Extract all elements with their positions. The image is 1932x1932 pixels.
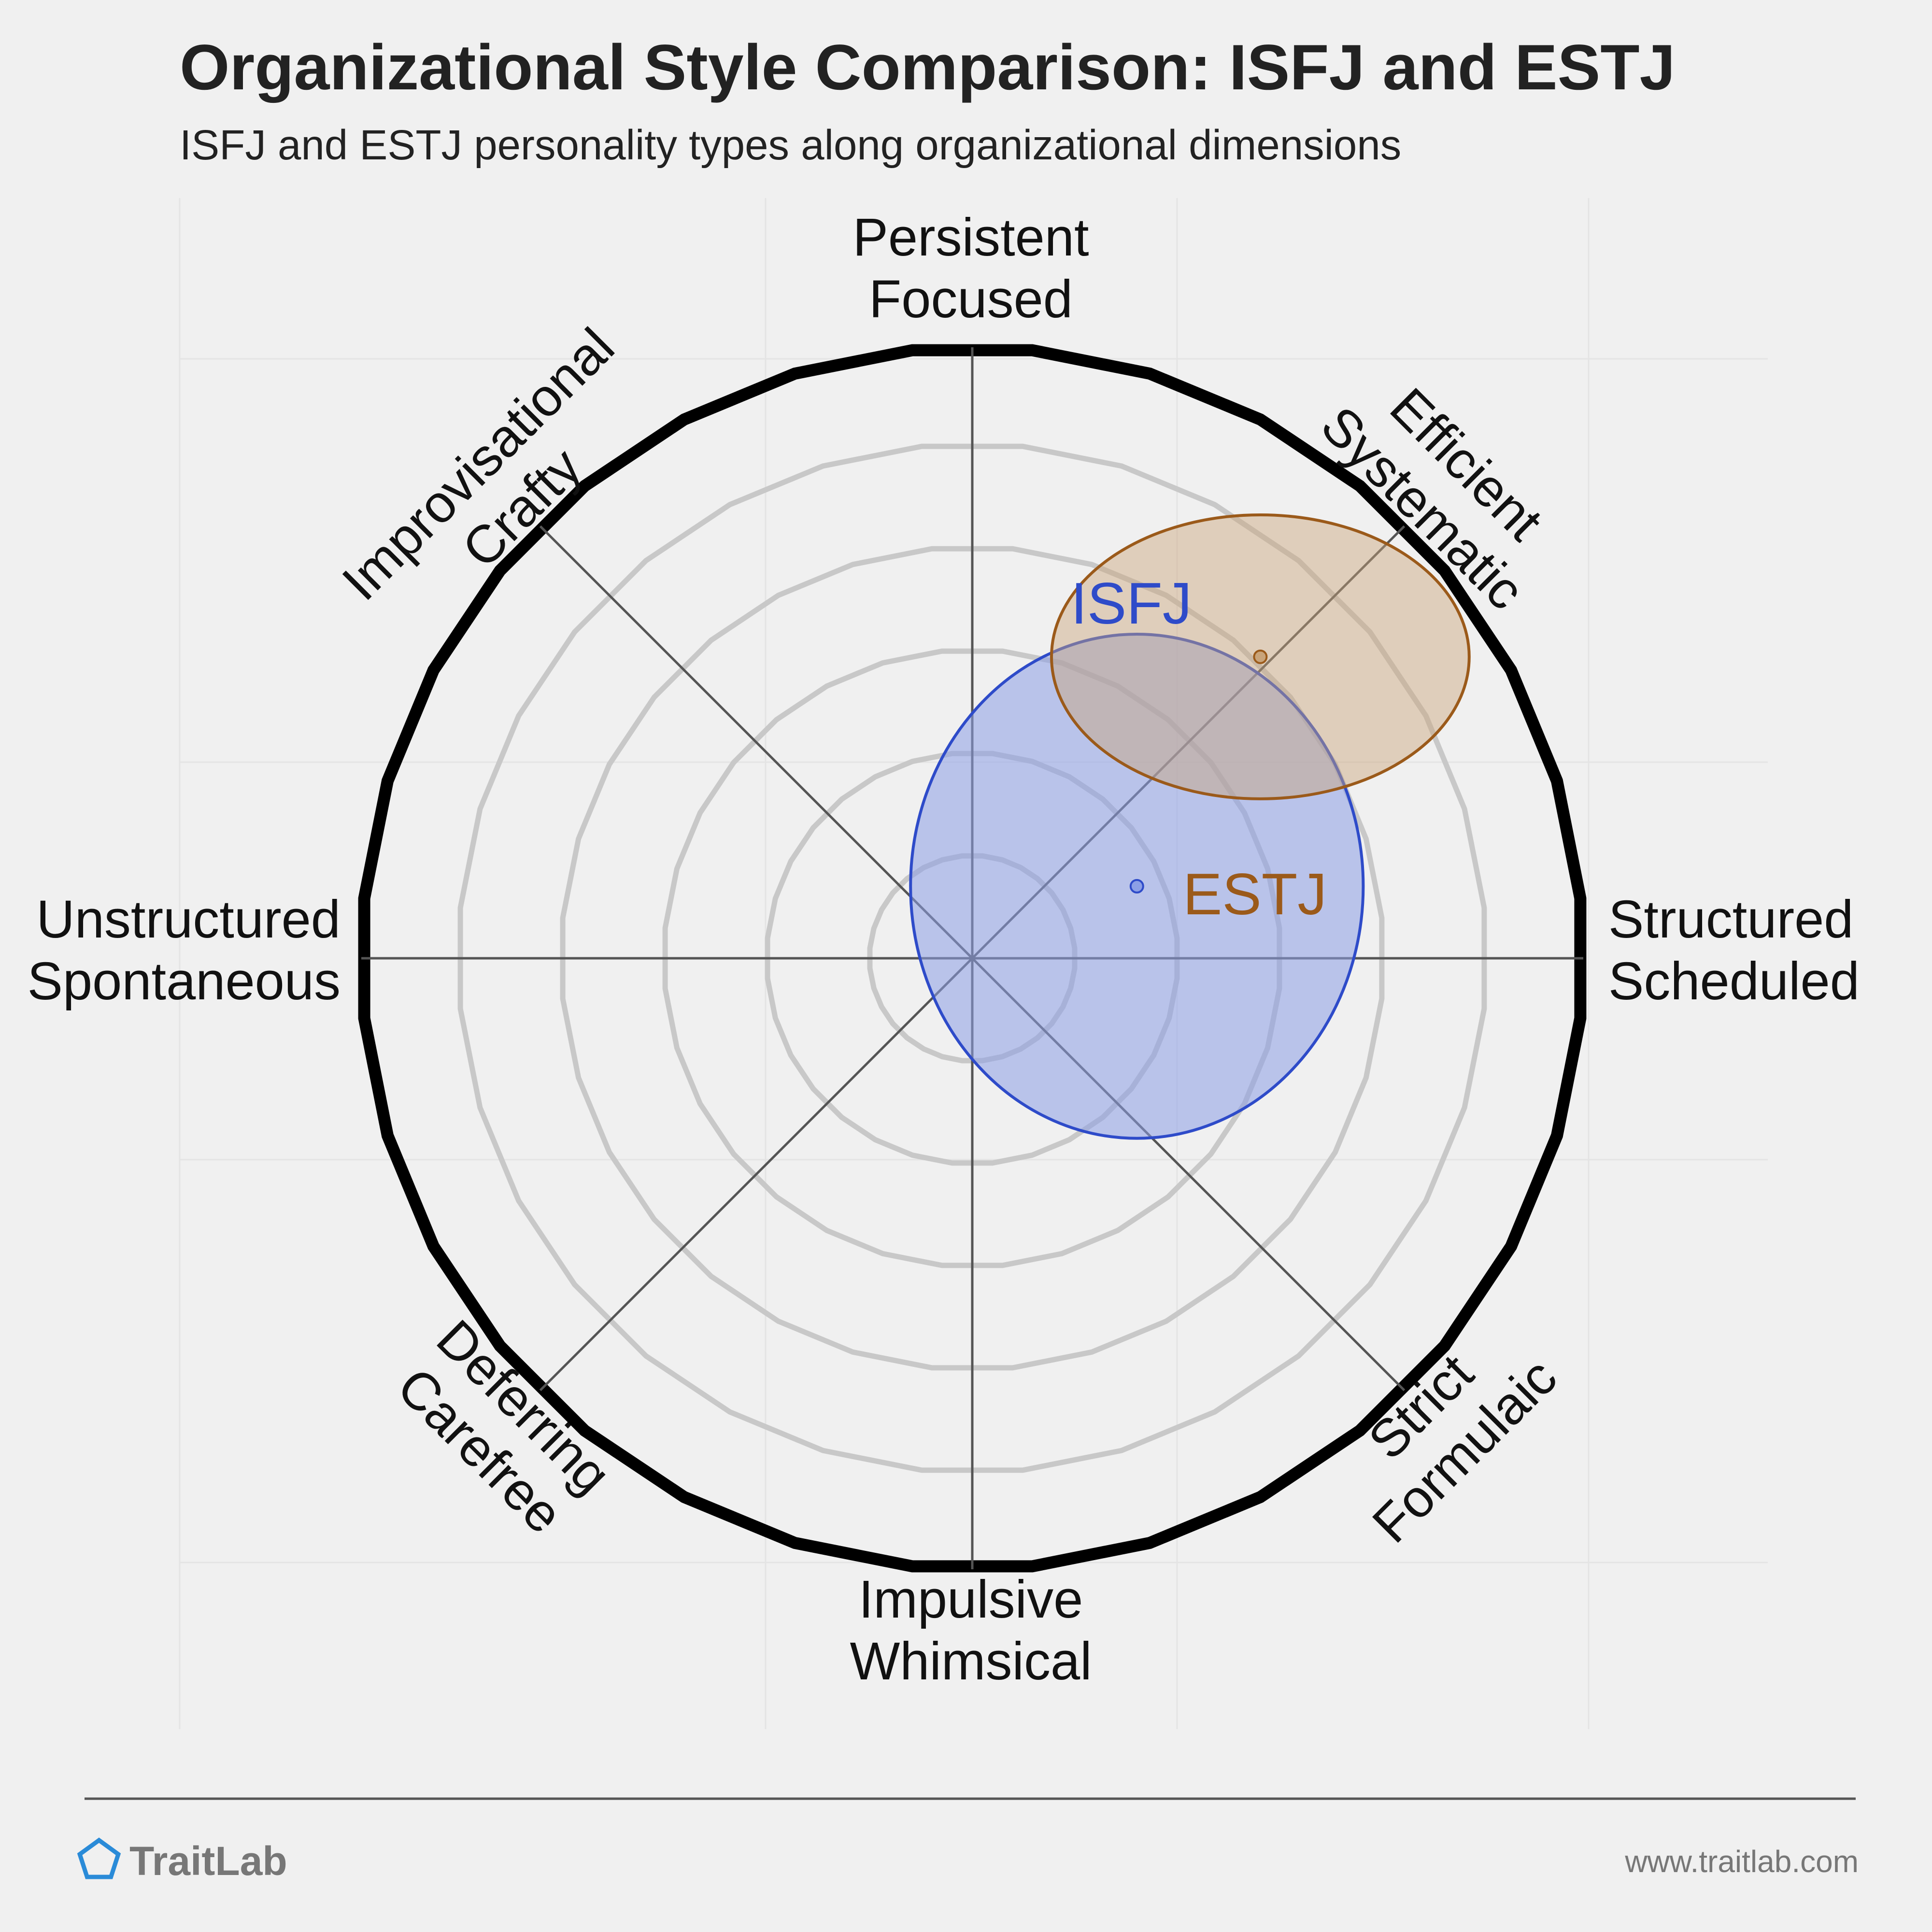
axis-label-persistent-text: Persistent Focused <box>852 208 1089 329</box>
axis-label-impulsive-line: Impulsive <box>859 1570 1083 1629</box>
axis-label-unstructured-text: Unstructured Spontaneous <box>28 890 341 1011</box>
estj-label: ESTJ <box>1183 861 1327 927</box>
pentagon-icon <box>77 1837 121 1879</box>
axis-label-impulsive-line: Whimsical <box>850 1632 1092 1691</box>
axis-label-impulsive: Impulsive Whimsical <box>850 1570 1092 1691</box>
axis-label-unstructured-line: Unstructured <box>36 890 341 949</box>
chart-title: Organizational Style Comparison: ISFJ an… <box>180 32 1676 103</box>
axis-label-structured-line: Structured <box>1608 890 1853 949</box>
axis-label-impulsive-text: Impulsive Whimsical <box>850 1570 1092 1691</box>
axis-label-unstructured-line: Spontaneous <box>28 952 341 1011</box>
series-layer: ISFJ ESTJ <box>909 513 1471 1140</box>
estj-point <box>1253 649 1268 664</box>
isfj-point <box>1129 879 1144 894</box>
isfj-label: ISFJ <box>1071 570 1192 636</box>
chart-subtitle: ISFJ and ESTJ personality types along or… <box>180 122 1401 169</box>
axis-label-structured-text: Structured Scheduled <box>1608 890 1860 1011</box>
axis-label-structured-line: Scheduled <box>1608 952 1860 1011</box>
axis-label-persistent-line: Persistent <box>852 208 1089 267</box>
radar-ring <box>560 546 1385 1371</box>
axis-label-structured: Structured Scheduled <box>1608 890 1860 1011</box>
radar-ring <box>457 443 1487 1473</box>
brand-name: TraitLab <box>129 1838 287 1884</box>
footer-url: www.traitlab.com <box>1624 1844 1859 1879</box>
radar-outer-ring <box>358 344 1587 1573</box>
axis-label-unstructured: Unstructured Spontaneous <box>28 890 341 1011</box>
axis-label-persistent-line: Focused <box>869 270 1073 329</box>
axis-label-persistent: Persistent Focused <box>852 208 1089 329</box>
